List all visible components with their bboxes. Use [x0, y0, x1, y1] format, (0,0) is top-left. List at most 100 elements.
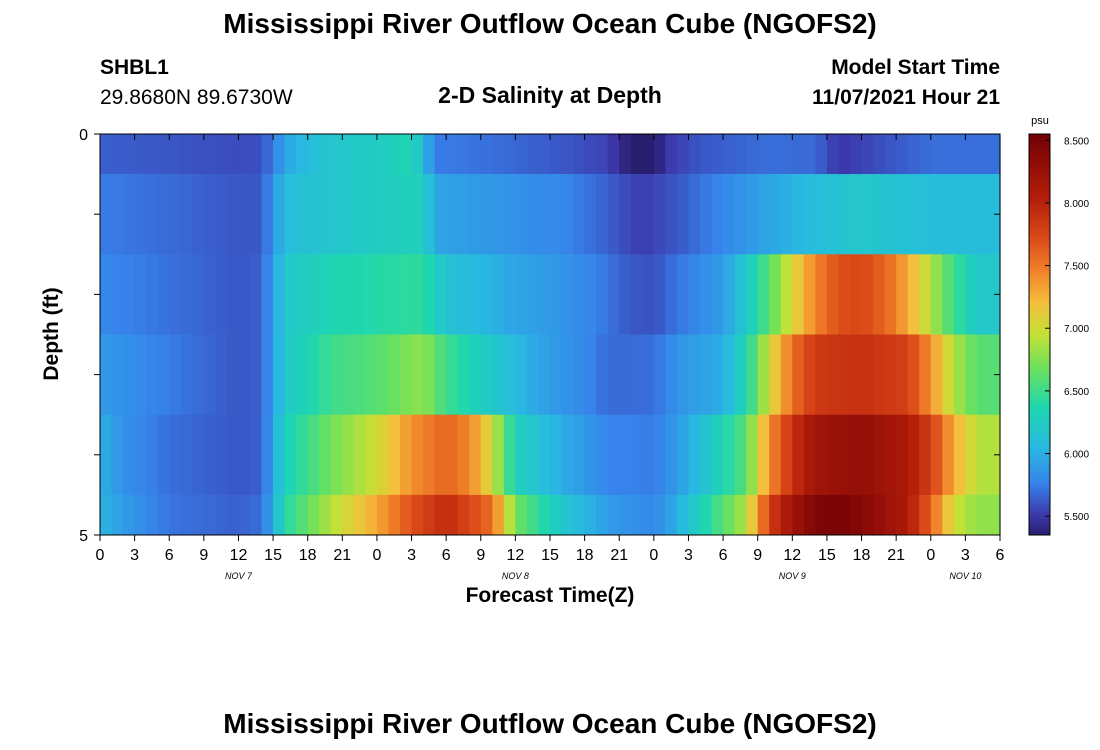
heatmap-cell — [180, 254, 193, 335]
x-tick-label: 15 — [541, 547, 559, 564]
x-tick-label: 3 — [961, 547, 970, 564]
heatmap-cell — [215, 494, 228, 536]
colorbar-swatch — [1029, 428, 1050, 432]
heatmap-cell — [861, 254, 874, 335]
colorbar-swatch — [1029, 134, 1050, 138]
heatmap-cell — [919, 414, 932, 496]
x-tick-label: 18 — [853, 547, 871, 564]
colorbar-swatch — [1029, 408, 1050, 412]
heatmap-cell — [526, 494, 540, 536]
heatmap-cell — [907, 254, 920, 335]
heatmap-cell — [711, 494, 724, 536]
colorbar-swatch — [1029, 458, 1050, 462]
colorbar-swatch — [1029, 464, 1050, 469]
heatmap-cell — [688, 254, 701, 335]
heatmap-cell — [584, 174, 597, 255]
heatmap-cell — [630, 134, 643, 175]
y-tick-label: 0 — [79, 127, 88, 144]
heatmap-cell — [503, 134, 516, 175]
colorbar-swatch — [1029, 364, 1050, 369]
heatmap-cell — [630, 174, 643, 255]
heatmap-cell — [550, 134, 563, 175]
colorbar-swatch — [1029, 167, 1050, 172]
colorbar-swatch — [1029, 461, 1050, 466]
heatmap-cell — [965, 334, 978, 415]
heatmap-cell — [873, 134, 886, 175]
heatmap-cell — [284, 334, 297, 415]
heatmap-cell — [953, 134, 966, 175]
colorbar-swatch — [1029, 190, 1050, 195]
heatmap-cell — [746, 134, 759, 175]
heatmap-cell — [423, 334, 436, 415]
heatmap-cell — [284, 414, 297, 496]
chart-title: 2-D Salinity at Depth — [438, 82, 662, 108]
heatmap-cell — [826, 134, 840, 175]
colorbar-swatch — [1029, 481, 1050, 486]
heatmap-cell — [307, 414, 320, 496]
colorbar-swatch — [1029, 508, 1050, 513]
heatmap-cell — [803, 174, 816, 255]
heatmap-cell — [861, 174, 874, 255]
heatmap-cell — [353, 254, 366, 335]
heatmap-cell — [226, 174, 240, 255]
colorbar-swatch — [1029, 287, 1050, 292]
heatmap-cell — [976, 254, 990, 335]
date-label: NOV 8 — [502, 571, 529, 581]
colorbar-swatch — [1029, 301, 1050, 305]
colorbar-swatch — [1029, 424, 1050, 429]
colorbar-swatch — [1029, 311, 1050, 315]
heatmap-cell — [411, 414, 424, 496]
heatmap-cell — [296, 254, 309, 335]
heatmap-cell — [630, 494, 643, 536]
heatmap-cell — [400, 174, 413, 255]
heatmap-cell — [400, 494, 413, 536]
heatmap-cell — [826, 334, 840, 415]
heatmap-cell — [400, 254, 413, 335]
colorbar-swatch — [1029, 160, 1050, 165]
colorbar-swatch — [1029, 491, 1050, 496]
heatmap-cell — [457, 134, 470, 175]
x-tick-label: 3 — [407, 547, 416, 564]
heatmap-cell — [111, 334, 124, 415]
heatmap-cell — [607, 174, 620, 255]
heatmap-cell — [319, 414, 332, 496]
colorbar-swatch — [1029, 431, 1050, 436]
colorbar-swatch — [1029, 404, 1050, 409]
heatmap-cell — [388, 174, 401, 255]
heatmap-cell — [561, 134, 574, 175]
heatmap-cell — [192, 254, 205, 335]
heatmap-cell — [884, 414, 897, 496]
date-label: NOV 9 — [779, 571, 806, 581]
heatmap-cell — [550, 334, 563, 415]
heatmap-cell — [492, 174, 505, 255]
heatmap-cell — [896, 254, 909, 335]
x-tick-label: 21 — [887, 547, 905, 564]
heatmap-cell — [769, 414, 782, 496]
heatmap-cell — [492, 414, 505, 496]
heatmap-cell — [873, 174, 886, 255]
colorbar-swatch — [1029, 144, 1050, 148]
heatmap-cell — [884, 254, 897, 335]
heatmap-cell — [273, 174, 286, 255]
salinity-heatmap: 0 3 6 9 12 15 18 21 0 3 6 9 12 15 18 21 0 3 6 9 12 15 18 21 0 3 6 N… — [79, 115, 1089, 581]
heatmap-cell — [734, 134, 747, 175]
heatmap-cell — [896, 494, 909, 536]
x-tick-label: 12 — [783, 547, 801, 564]
heatmap-cell — [676, 414, 690, 496]
heatmap-cell — [273, 414, 286, 496]
heatmap-cell — [792, 414, 805, 496]
heatmap-cell — [526, 254, 540, 335]
colorbar-swatch — [1029, 518, 1050, 523]
heatmap-cell — [319, 174, 332, 255]
date-label: NOV 10 — [949, 571, 981, 581]
heatmap-cell — [388, 254, 401, 335]
heatmap-cell — [734, 334, 747, 415]
colorbar-swatch — [1029, 478, 1050, 483]
heatmap-cell — [100, 334, 113, 415]
heatmap-cell — [700, 254, 713, 335]
heatmap-cell — [238, 174, 251, 255]
heatmap-cell — [492, 494, 505, 536]
colorbar-swatch — [1029, 304, 1050, 309]
heatmap-cell — [238, 334, 251, 415]
x-tick-label: 3 — [684, 547, 693, 564]
